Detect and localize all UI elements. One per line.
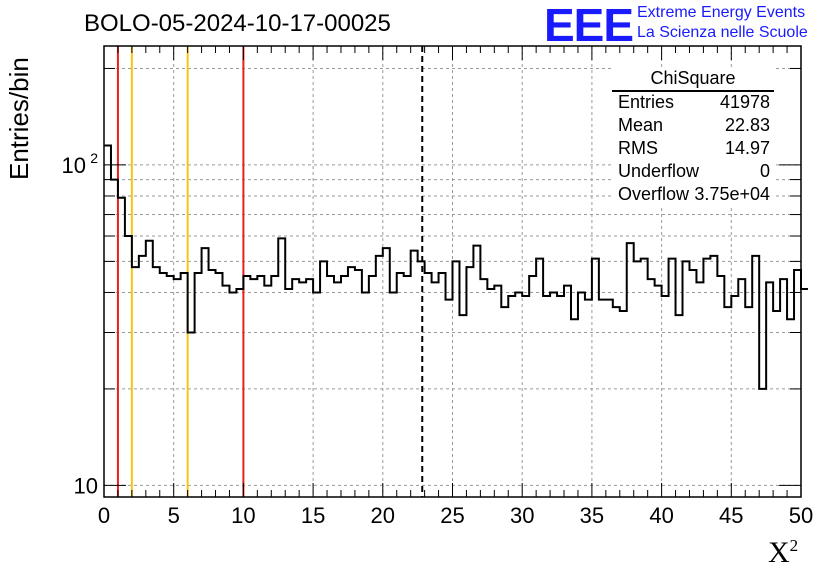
- x-tick-label: 30: [510, 503, 534, 528]
- stats-title: ChiSquare: [650, 68, 736, 88]
- stats-label: Entries: [618, 92, 675, 112]
- logo-text-line2: La Scienza nelle Scuole: [637, 24, 808, 41]
- x-tick-label: 45: [719, 503, 743, 528]
- x-tick-label: 35: [580, 503, 604, 528]
- x-tick-label: 5: [168, 503, 180, 528]
- x-tick-label: 25: [440, 503, 464, 528]
- x-tick-label: 40: [649, 503, 673, 528]
- stats-value: 22.83: [724, 115, 770, 135]
- stats-row-rms: RMS 14.97: [618, 138, 770, 160]
- x-tick-label: 20: [371, 503, 395, 528]
- y-tick-label-sup: 2: [90, 150, 98, 166]
- stats-row-underflow: Underflow 0: [618, 161, 770, 183]
- y-axis-label: Entries/bin: [4, 57, 34, 180]
- x-axis-label-text: X: [768, 536, 790, 569]
- stats-row-entries: Entries 41978: [618, 92, 770, 114]
- x-tick-label: 50: [789, 503, 813, 528]
- stats-box: ChiSquare Entries 41978 Mean 22.83 RMS 1…: [612, 68, 774, 206]
- stats-label: RMS: [618, 138, 658, 158]
- logo-text-line1: Extreme Energy Events: [637, 4, 806, 21]
- x-tick-label: 0: [98, 503, 110, 528]
- histogram-bars: [104, 144, 808, 390]
- stats-label: Overflow: [618, 184, 690, 204]
- x-tick-label: 10: [231, 503, 255, 528]
- y-tick-label: 10: [62, 153, 86, 178]
- x-axis-label: X2: [768, 536, 798, 570]
- stats-value: 0: [759, 161, 770, 181]
- stats-title-rule: [612, 90, 774, 92]
- x-tick-label: 15: [301, 503, 325, 528]
- stats-row-mean: Mean 22.83: [618, 115, 770, 137]
- eee-logo-mark: EEE: [544, 0, 634, 51]
- stats-label: Mean: [618, 115, 664, 135]
- chart-title: BOLO-05-2024-10-17-00025: [84, 10, 391, 37]
- stats-label: Underflow: [618, 161, 700, 181]
- stats-value: 41978: [719, 92, 770, 112]
- histogram-outline: [104, 144, 808, 390]
- marker-lines: [116, 46, 424, 497]
- y-tick-label: 10: [74, 473, 98, 498]
- stats-row-overflow: Overflow 3.75e+04: [618, 184, 770, 206]
- x-axis-label-sup: 2: [789, 536, 799, 555]
- stats-value: 3.75e+04: [694, 184, 770, 204]
- axis-ticks: [103, 46, 802, 497]
- stats-value: 14.97: [724, 138, 770, 158]
